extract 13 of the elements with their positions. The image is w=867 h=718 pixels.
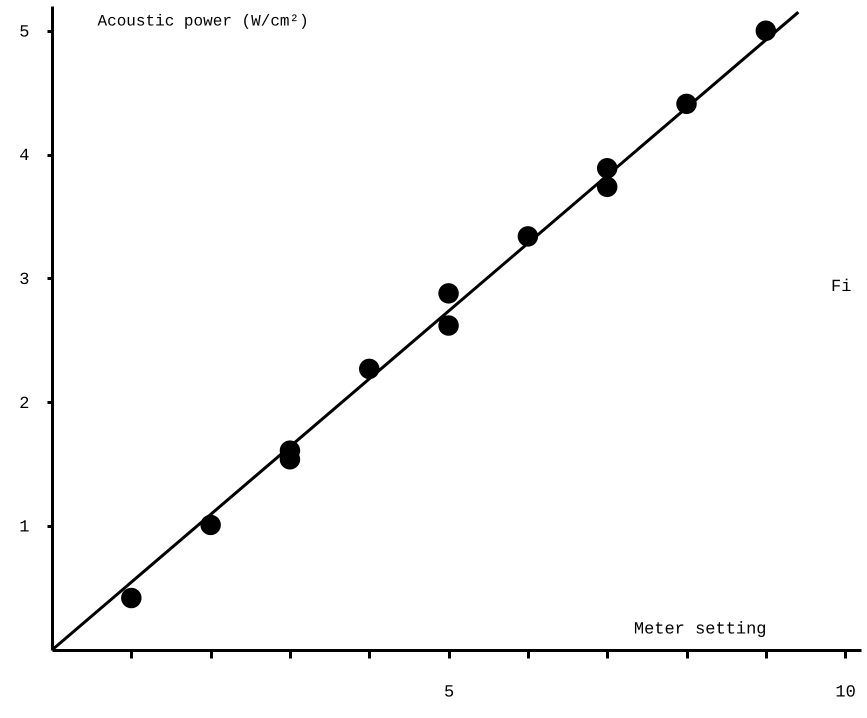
x-axis-title: Meter setting xyxy=(634,620,766,640)
x-tick-label: 10 xyxy=(835,684,856,702)
point xyxy=(438,315,459,336)
y-tick-label: 4 xyxy=(19,147,30,166)
y-tick-label: 2 xyxy=(19,394,30,414)
y-axis-title: Acoustic power (W/cm²) xyxy=(98,12,309,30)
point xyxy=(596,176,618,198)
y-tick-label: 5 xyxy=(19,23,30,42)
y-tick-label: 3 xyxy=(19,270,30,290)
point xyxy=(121,588,142,608)
point xyxy=(438,283,459,304)
y-tick-label: 1 xyxy=(19,518,30,538)
annotation: Fi xyxy=(831,278,852,297)
